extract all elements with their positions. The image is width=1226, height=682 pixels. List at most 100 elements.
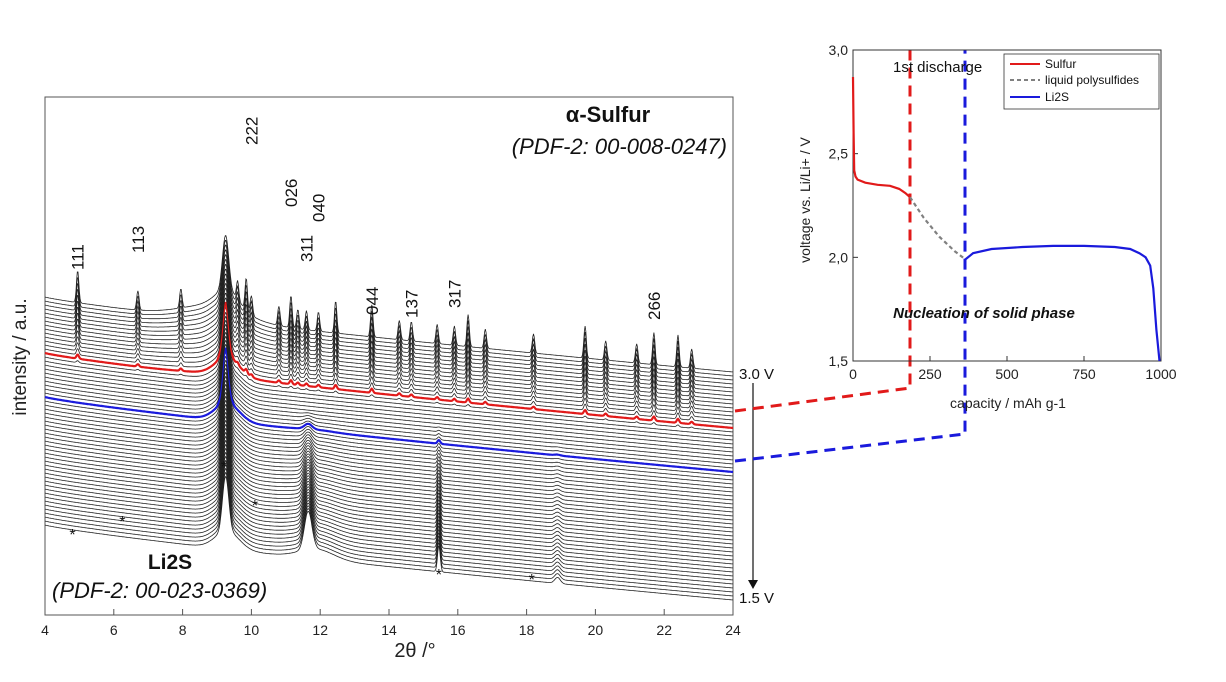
bottom-voltage-label: 1.5 V	[739, 590, 774, 607]
xrd-curve	[44, 472, 734, 597]
voltage-series-1	[909, 196, 967, 261]
xrd-curve	[44, 288, 734, 417]
xrd-curve	[44, 420, 734, 545]
xrd-curve	[44, 392, 734, 517]
xrd-curve	[44, 283, 734, 413]
xrd-curve	[44, 388, 734, 513]
sulfur-peak-label: 111	[69, 244, 88, 270]
li2s-reflection-marker: *	[69, 527, 75, 544]
xrd-curve	[44, 324, 734, 449]
voltage-x-tick-label: 750	[1072, 366, 1096, 382]
sulfur-peak-label: 137	[402, 290, 421, 318]
sulfur-peak-label: 113	[129, 226, 148, 253]
xrd-curves	[44, 235, 734, 601]
xrd-curve	[44, 240, 734, 377]
xrd-curve	[44, 436, 734, 561]
sulfur-peak-label: 317	[445, 280, 464, 308]
voltage-ticks: 0 250 500 750 1000 1,5 2,0 2,5 3,0	[829, 42, 1177, 382]
xrd-x-tick-label: 6	[110, 622, 118, 638]
voltage-x-tick-label: 1000	[1145, 366, 1176, 382]
li2s-reflection-marker: *	[436, 567, 442, 584]
xrd-curve-li2s	[44, 347, 734, 474]
xrd-curve	[44, 264, 734, 397]
li2s-title: Li2S	[148, 551, 192, 574]
xrd-curve	[44, 384, 734, 509]
xrd-curve	[44, 356, 734, 481]
legend-label-sulfur: Sulfur	[1045, 57, 1076, 71]
connector-lines	[734, 50, 967, 463]
legend-label-li2s: Li2S	[1045, 90, 1069, 104]
xrd-peak-labels: 111 113 222 026 311 040 044 137 317 266	[69, 117, 664, 320]
xrd-curve	[44, 328, 734, 453]
sulfur-title: α-Sulfur	[566, 102, 651, 127]
xrd-x-tick-label: 12	[312, 622, 328, 638]
xrd-curve	[44, 297, 734, 425]
sulfur-peak-label: 222	[242, 117, 261, 145]
xrd-curve	[44, 428, 734, 553]
voltage-y-tick-label: 2,5	[829, 146, 849, 162]
li2s-reflection-marker: *	[252, 498, 258, 515]
xrd-curve-sulfur	[44, 301, 734, 430]
xrd-curve	[44, 344, 734, 469]
legend-label-polysulfides: liquid polysulfides	[1045, 73, 1139, 87]
voltage-xlabel: capacity / mAh g-1	[950, 395, 1066, 411]
xrd-curve	[44, 364, 734, 489]
xrd-curve	[44, 336, 734, 461]
xrd-curve	[44, 307, 734, 433]
xrd-x-tick-label: 24	[725, 622, 741, 638]
xrd-x-tick-label: 22	[656, 622, 672, 638]
xrd-x-tick-label: 20	[588, 622, 604, 638]
xrd-curve	[44, 332, 734, 457]
sulfur-reference: (PDF-2: 00-008-0247)	[512, 134, 727, 159]
xrd-x-ticks: 4 6 8 10 12 14 16 18 20 22 24	[41, 609, 741, 638]
xrd-curve	[44, 249, 734, 385]
xrd-curve	[44, 468, 734, 593]
xrd-curve	[44, 452, 734, 577]
xrd-curve	[44, 268, 734, 401]
voltage-x-tick-label: 0	[849, 366, 857, 382]
xrd-curve	[44, 259, 734, 393]
xrd-curve	[44, 235, 734, 373]
voltage-series-2	[964, 244, 1161, 362]
voltage-y-tick-label: 2,0	[829, 249, 849, 265]
li2s-reflection-markers: * * * * * *	[69, 459, 534, 589]
sulfur-peak-label: 266	[645, 292, 664, 320]
xrd-curve	[44, 444, 734, 569]
xrd-x-tick-label: 14	[381, 622, 397, 638]
xrd-xlabel: 2θ /°	[394, 640, 435, 662]
xrd-x-tick-label: 16	[450, 622, 466, 638]
voltage-x-tick-label: 250	[918, 366, 942, 382]
xrd-x-tick-label: 18	[519, 622, 535, 638]
xrd-x-tick-label: 10	[244, 622, 260, 638]
voltage-legend: Sulfur liquid polysulfides Li2S	[1003, 53, 1160, 110]
xrd-curve	[44, 316, 734, 441]
sulfur-peak-label: 026	[282, 179, 301, 207]
xrd-curve	[44, 448, 734, 573]
xrd-x-tick-label: 8	[179, 622, 187, 638]
xrd-curve	[44, 376, 734, 501]
xrd-curve	[44, 254, 734, 389]
red-connector	[734, 50, 912, 413]
li2s-reference: (PDF-2: 00-023-0369)	[52, 578, 267, 603]
xrd-curve	[44, 440, 734, 565]
xrd-curve	[44, 432, 734, 557]
top-voltage-label: 3.0 V	[739, 366, 774, 383]
voltage-series-0	[851, 76, 911, 199]
xrd-curve	[44, 404, 734, 529]
nucleation-annotation: Nucleation of solid phase	[893, 305, 1075, 322]
xrd-curve	[44, 396, 734, 521]
xrd-curve	[44, 464, 734, 589]
li2s-reflection-marker: *	[119, 514, 125, 531]
xrd-curve	[44, 412, 734, 537]
sulfur-peak-label: 044	[363, 287, 382, 315]
sulfur-peak-label: 311	[297, 235, 316, 262]
li2s-reflection-marker: *	[221, 459, 227, 476]
xrd-curve	[44, 400, 734, 525]
xrd-curve	[44, 476, 734, 601]
xrd-curve	[44, 273, 734, 405]
xrd-curve	[44, 368, 734, 493]
voltage-arrow-head	[748, 580, 758, 589]
voltage-y-tick-label: 1,5	[829, 353, 849, 369]
xrd-curve	[44, 292, 734, 421]
